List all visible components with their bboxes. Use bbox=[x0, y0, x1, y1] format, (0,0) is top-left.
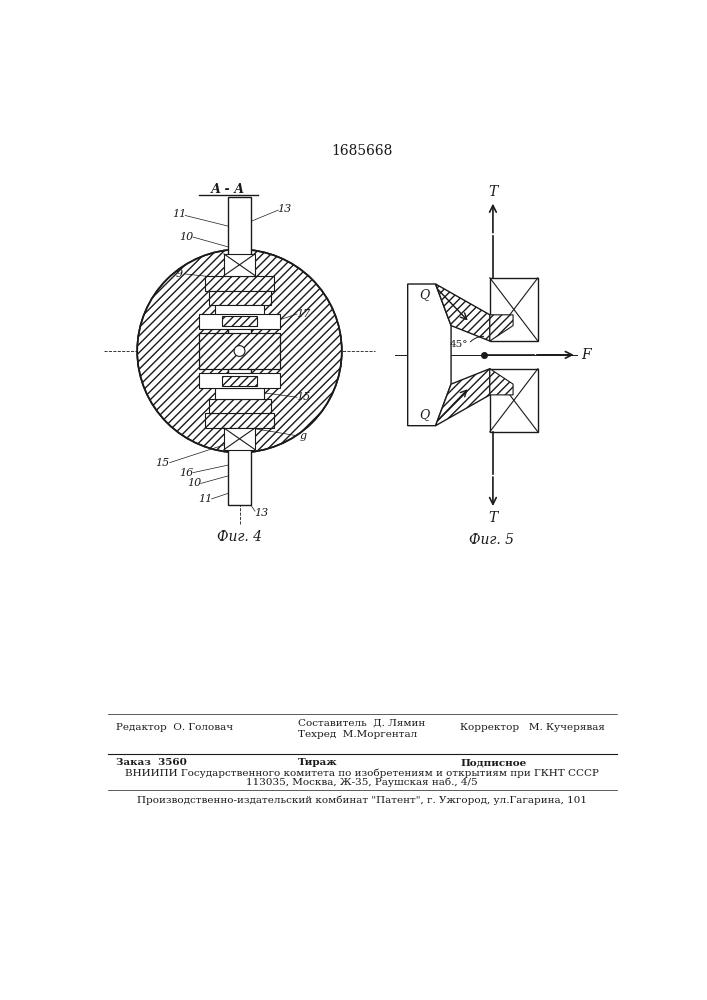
Text: 11: 11 bbox=[172, 209, 186, 219]
Text: 113035, Москва, Ж-35, Раушская наб., 4/5: 113035, Москва, Ж-35, Раушская наб., 4/5 bbox=[246, 777, 478, 787]
Bar bbox=[215, 305, 264, 316]
Text: Фиг. 4: Фиг. 4 bbox=[217, 530, 262, 544]
Text: T: T bbox=[489, 185, 498, 199]
Text: 13: 13 bbox=[277, 204, 291, 214]
Polygon shape bbox=[490, 315, 513, 341]
Bar bbox=[223, 376, 257, 386]
Bar bbox=[206, 413, 274, 428]
Bar bbox=[228, 197, 251, 505]
Bar bbox=[206, 276, 274, 291]
Text: Тираж: Тираж bbox=[298, 758, 337, 767]
Text: 10: 10 bbox=[180, 232, 194, 242]
Text: 45°: 45° bbox=[450, 340, 468, 349]
Text: 15: 15 bbox=[155, 458, 169, 468]
Text: g: g bbox=[300, 431, 307, 441]
Text: Корректор   М. Кучерявая: Корректор М. Кучерявая bbox=[460, 723, 605, 732]
Text: 9: 9 bbox=[175, 269, 182, 279]
Text: ВНИИПИ Государственного комитета по изобретениям и открытиям при ГКНТ СССР: ВНИИПИ Государственного комитета по изоб… bbox=[125, 768, 599, 778]
Bar bbox=[209, 291, 271, 305]
Text: 10: 10 bbox=[187, 478, 201, 488]
Text: 13: 13 bbox=[254, 508, 269, 518]
Text: Q: Q bbox=[419, 288, 430, 301]
Text: Фиг. 5: Фиг. 5 bbox=[469, 533, 514, 547]
Polygon shape bbox=[436, 369, 490, 426]
Bar bbox=[199, 314, 280, 329]
Bar bbox=[224, 254, 255, 276]
Circle shape bbox=[137, 249, 341, 453]
Bar bbox=[215, 388, 264, 399]
Text: Q: Q bbox=[419, 408, 430, 421]
Polygon shape bbox=[408, 284, 451, 426]
Bar bbox=[199, 373, 280, 388]
Text: 11: 11 bbox=[198, 494, 213, 504]
Text: Заказ  3560: Заказ 3560 bbox=[115, 758, 187, 767]
Text: Подписное: Подписное bbox=[460, 758, 527, 767]
Polygon shape bbox=[436, 284, 490, 341]
Text: Производственно-издательский комбинат "Патент", г. Ужгород, ул.Гагарина, 101: Производственно-издательский комбинат "П… bbox=[137, 796, 587, 805]
Bar bbox=[490, 369, 538, 432]
Text: 1685668: 1685668 bbox=[332, 144, 392, 158]
Circle shape bbox=[234, 346, 245, 356]
Text: Редактор  О. Головач: Редактор О. Головач bbox=[115, 723, 233, 732]
Bar bbox=[199, 333, 280, 369]
Bar bbox=[490, 278, 538, 341]
Text: 16: 16 bbox=[180, 468, 194, 478]
Bar bbox=[223, 316, 257, 326]
Text: 15: 15 bbox=[296, 392, 310, 402]
Text: Составитель  Д. Лямин: Составитель Д. Лямин bbox=[298, 718, 425, 727]
Text: А - А: А - А bbox=[211, 183, 245, 196]
Text: Техред  М.Моргентал: Техред М.Моргентал bbox=[298, 730, 417, 739]
Bar bbox=[199, 333, 280, 369]
Text: T: T bbox=[489, 511, 498, 525]
Polygon shape bbox=[490, 369, 513, 395]
Bar bbox=[224, 428, 255, 450]
Text: 17: 17 bbox=[296, 309, 310, 319]
Bar bbox=[209, 399, 271, 413]
Text: F: F bbox=[581, 348, 591, 362]
